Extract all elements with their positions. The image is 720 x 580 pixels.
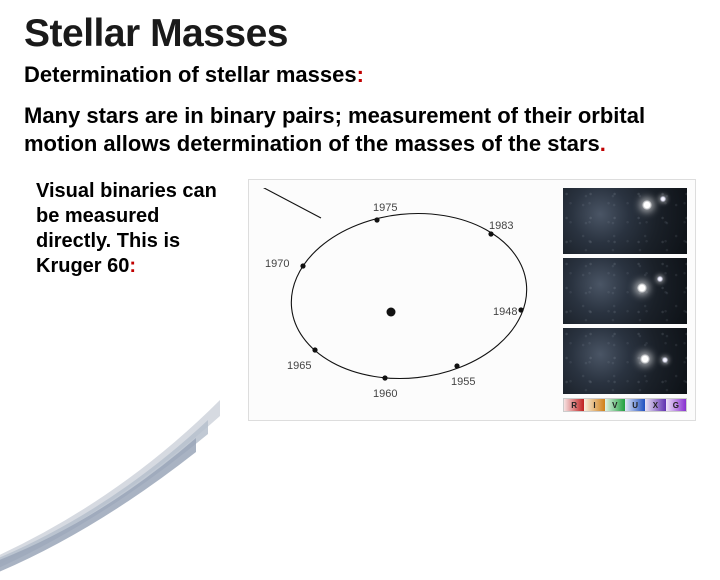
spectrum-segment: R: [564, 399, 584, 411]
body-text: Many stars are in binary pairs; measurem…: [24, 103, 645, 156]
spectrum-segment: V: [605, 399, 625, 411]
orbit-year-label: 1960: [373, 388, 397, 400]
orbit-year-label: 1965: [287, 360, 311, 372]
left-strong: Visual binaries: [36, 180, 177, 202]
orbit-year-label: 1983: [489, 220, 513, 232]
photo-column: RIVUXG: [563, 188, 687, 412]
subtitle-text: Determination of stellar masses: [24, 62, 357, 87]
subtitle-line: Determination of stellar masses:: [24, 62, 696, 88]
slide: Stellar Masses Determination of stellar …: [0, 0, 720, 540]
orbit-diagram: 1970 1975 1983 1948 1955 1960 1965: [257, 188, 557, 412]
page-title: Stellar Masses: [24, 12, 696, 56]
orbit-year-label: 1975: [373, 202, 397, 214]
spectrum-segment: I: [584, 399, 604, 411]
left-caption: Visual binaries can be measured directly…: [24, 179, 234, 279]
left-colon: :: [129, 255, 136, 277]
subtitle-colon: :: [357, 62, 364, 87]
orbit-year-label: 1955: [451, 376, 475, 388]
orbit-year-label: 1948: [493, 306, 517, 318]
figure-panel: 1970 1975 1983 1948 1955 1960 1965 RIVUXG: [248, 179, 696, 421]
binary-star-photo: [563, 328, 687, 394]
body-paragraph: Many stars are in binary pairs; measurem…: [24, 102, 696, 157]
spectrum-bar: RIVUXG: [563, 398, 687, 412]
orbit-year-label: 1970: [265, 258, 289, 270]
body-period: .: [600, 131, 606, 156]
binary-star-photo: [563, 258, 687, 324]
spectrum-segment: X: [645, 399, 665, 411]
content-row: Visual binaries can be measured directly…: [24, 179, 696, 421]
spectrum-segment: U: [625, 399, 645, 411]
binary-star-photo: [563, 188, 687, 254]
spectrum-segment: G: [666, 399, 686, 411]
